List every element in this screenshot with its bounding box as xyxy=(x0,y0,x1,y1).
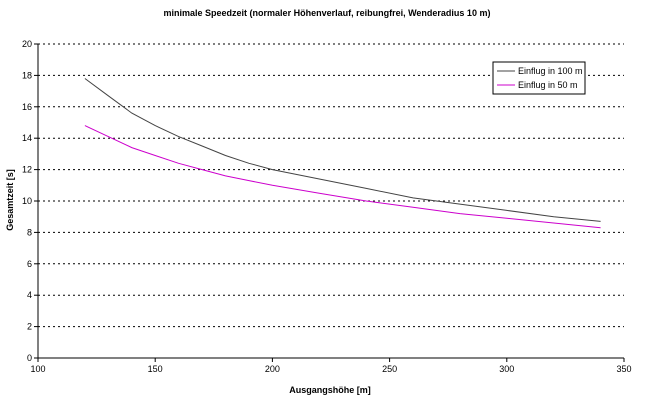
y-tick-label: 4 xyxy=(27,290,32,300)
x-tick-label: 300 xyxy=(499,364,514,374)
y-tick-label: 6 xyxy=(27,259,32,269)
chart-title: minimale Speedzeit (normaler Höhenverlau… xyxy=(164,8,491,18)
y-tick-label: 14 xyxy=(22,133,32,143)
y-tick-label: 0 xyxy=(27,353,32,363)
y-tick-label: 8 xyxy=(27,227,32,237)
y-tick-label: 18 xyxy=(22,70,32,80)
x-tick-label: 250 xyxy=(382,364,397,374)
x-tick-label: 100 xyxy=(30,364,45,374)
legend-label: Einflug in 50 m xyxy=(518,80,578,90)
series-line-2 xyxy=(84,125,601,229)
y-tick-label: 10 xyxy=(22,196,32,206)
y-tick-label: 12 xyxy=(22,165,32,175)
legend: Einflug in 100 m Einflug in 50 m xyxy=(492,61,586,95)
legend-label: Einflug in 100 m xyxy=(518,66,583,76)
series-line-1 xyxy=(84,78,601,222)
series-lines xyxy=(84,78,601,229)
y-tick-label: 2 xyxy=(27,322,32,332)
x-tick-label: 150 xyxy=(148,364,163,374)
y-axis-title: Gesamtzeit [s] xyxy=(5,169,15,231)
y-tick-label: 16 xyxy=(22,102,32,112)
x-axis-title: Ausgangshöhe [m] xyxy=(289,385,371,395)
x-tick-label: 200 xyxy=(265,364,280,374)
legend-box xyxy=(492,61,586,95)
x-tick-label: 350 xyxy=(616,364,631,374)
axes: 0 2 4 6 8 10 12 14 16 18 20 100 150 200 250 300 350 xyxy=(22,39,632,374)
y-tick-label: 20 xyxy=(22,39,32,49)
